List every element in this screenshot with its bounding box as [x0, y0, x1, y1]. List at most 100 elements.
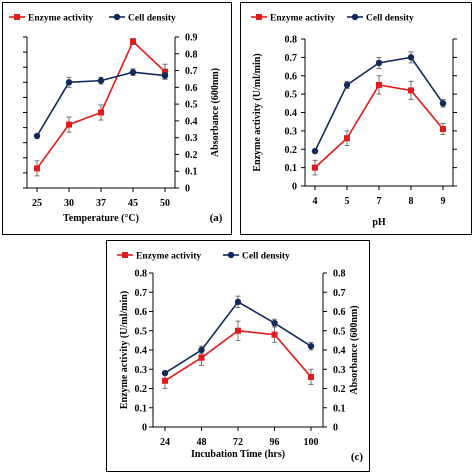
cell-density-point — [439, 100, 447, 107]
ph-chart: 0 0.1 0.2 0.3 0.4 0.5 0.6 0.7 0.8 4 5 7 8 9 pH Enzyme a… — [251, 13, 457, 228]
x-tick-label: 37 — [96, 198, 106, 209]
x-tick-label: 30 — [64, 198, 74, 209]
x-tick-label: 100 — [304, 437, 319, 448]
temperature-chart: 0 0.1 0.2 0.3 0.4 0.5 0.6 0.7 0.8 0.9 25 30 37 45 50 Te… — [9, 13, 223, 224]
cell-density-point — [375, 59, 383, 67]
legend-enzyme-activity: Enzyme activity — [28, 14, 93, 24]
right-tick-label: 0.1 — [333, 403, 346, 414]
enzyme-activity-line — [314, 84, 444, 169]
x-tick-label: 96 — [270, 437, 280, 448]
enzyme-activity-point — [235, 327, 241, 334]
left-tick-label: 0.7 — [285, 53, 298, 64]
left-tick-label: 0.8 — [135, 269, 148, 280]
x-tick-label: 9 — [441, 196, 446, 207]
cell-density-point — [33, 132, 41, 140]
cell-density-point — [161, 72, 169, 79]
left-axis-title: Enzyme activity (U/ml/min) — [252, 53, 263, 171]
left-tick-label: 0.5 — [135, 326, 148, 337]
left-tick-label: 0.7 — [135, 288, 148, 299]
cell-density-point — [311, 147, 319, 155]
right-tick-label: 0.7 — [333, 288, 346, 299]
left-tick-label: 0.4 — [135, 346, 148, 357]
x-axis-title: Incubation Time (hrs) — [191, 449, 285, 460]
cell-density-point — [161, 369, 169, 377]
right-tick-label: 0.7 — [185, 66, 198, 77]
left-tick-label: 0.6 — [135, 307, 148, 318]
right-tick-label: 0.5 — [333, 326, 346, 337]
legend-cell-density: Cell density — [242, 252, 290, 262]
legend-enzyme-activity: Enzyme activity — [270, 14, 335, 24]
left-tick-label: 0.1 — [135, 403, 148, 414]
legend-square-marker — [122, 252, 128, 258]
enzyme-activity-point — [130, 38, 136, 45]
left-tick-label: 0.4 — [285, 108, 298, 119]
left-tick-label: 0.1 — [285, 163, 298, 174]
right-tick-label: 0.4 — [185, 116, 198, 127]
cell-density-point — [198, 346, 205, 354]
left-tick-label: 0.2 — [135, 384, 148, 395]
x-tick-label: 7 — [377, 196, 382, 207]
enzyme-activity-point — [344, 135, 350, 142]
cell-density-point — [307, 342, 315, 350]
right-tick-label: 0 — [185, 184, 190, 195]
right-tick-label: 0 — [333, 423, 338, 434]
enzyme-activity-point — [312, 164, 318, 171]
right-tick-label: 0.8 — [185, 49, 198, 60]
x-tick-label: 24 — [160, 437, 170, 448]
left-tick-label: 0.8 — [285, 35, 298, 46]
enzyme-activity-point — [98, 109, 104, 116]
x-tick-label: 25 — [32, 198, 42, 209]
x-tick-label: 72 — [233, 437, 243, 448]
legend-cell-density: Cell density — [128, 14, 176, 24]
x-tick-label: 48 — [197, 437, 207, 448]
left-tick-label: 0.6 — [285, 71, 298, 82]
enzyme-activity-point — [66, 121, 72, 128]
enzyme-activity-point — [198, 354, 205, 361]
right-tick-label: 0.3 — [185, 133, 198, 144]
enzyme-activity-point — [162, 377, 168, 384]
right-tick-label: 0.2 — [333, 384, 346, 395]
legend-square-marker — [256, 14, 262, 20]
x-tick-label: 50 — [160, 198, 170, 209]
legend-circle-marker — [351, 13, 359, 21]
panel-tag: (a) — [210, 212, 223, 224]
cell-density-point — [234, 298, 242, 306]
chart-panel-incubation-time: 0 0.1 0.2 0.3 0.4 0.5 0.6 0.7 0.8 0 0.1 0.2 0.3 0.4 0.… — [106, 240, 370, 472]
cell-density-point — [129, 69, 137, 76]
left-tick-label: 0.3 — [285, 126, 298, 137]
right-tick-label: 0.6 — [185, 83, 198, 94]
enzyme-activity-point — [308, 373, 314, 380]
cell-density-point — [65, 79, 73, 86]
left-tick-label: 0.2 — [285, 145, 298, 156]
enzyme-activity-point — [408, 87, 414, 94]
x-axis-title: Temperature (°C) — [63, 213, 139, 224]
legend-circle-marker — [113, 13, 121, 21]
right-tick-label: 0.2 — [185, 150, 198, 161]
enzyme-activity-point — [376, 81, 382, 88]
cell-density-point — [343, 81, 351, 89]
right-tick-label: 0.1 — [185, 167, 198, 178]
enzyme-activity-point — [271, 331, 278, 338]
right-tick-label: 0.5 — [185, 100, 198, 111]
right-axis-title: Absorbance (600nm) — [210, 68, 221, 157]
x-axis-title: pH — [372, 217, 386, 228]
x-tick-label: 45 — [128, 198, 138, 209]
chart-panel-ph: 0 0.1 0.2 0.3 0.4 0.5 0.6 0.7 0.8 4 5 7 8 9 pH Enzyme a… — [240, 2, 472, 235]
chart-panel-temperature: 0 0.1 0.2 0.3 0.4 0.5 0.6 0.7 0.8 0.9 25 30 37 45 50 Te… — [2, 2, 232, 235]
enzyme-activity-point — [162, 68, 168, 75]
left-tick-label: 0 — [142, 423, 147, 434]
x-tick-label: 5 — [345, 196, 350, 207]
right-tick-label: 0.3 — [333, 365, 346, 376]
enzyme-activity-point — [440, 126, 446, 133]
left-tick-label: 0.5 — [285, 90, 298, 101]
legend-enzyme-activity: Enzyme activity — [136, 252, 201, 262]
right-axis-title: Absorbance (600nm) — [349, 305, 360, 394]
left-tick-label: 0.3 — [135, 365, 148, 376]
right-tick-label: 0.6 — [333, 307, 346, 318]
legend-square-marker — [14, 14, 20, 20]
right-tick-label: 0.4 — [333, 346, 346, 357]
left-axis-title: Enzyme activity (U/ml/min) — [119, 291, 130, 409]
left-tick-label: 0 — [292, 182, 297, 193]
incubation-time-chart: 0 0.1 0.2 0.3 0.4 0.5 0.6 0.7 0.8 0 0.1 0.2 0.3 0.4 0.… — [117, 252, 363, 463]
right-tick-label: 0.8 — [333, 269, 346, 280]
